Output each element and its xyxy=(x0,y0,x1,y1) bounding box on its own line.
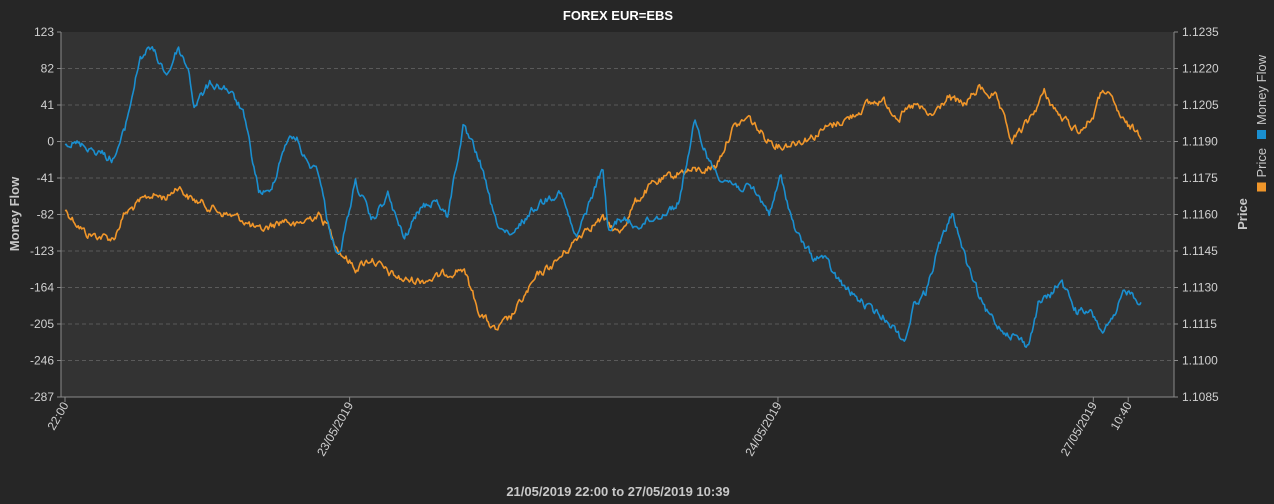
x-tick-label: 27/05/2019 xyxy=(1058,399,1100,458)
x-tick-label: 22:00 xyxy=(44,399,71,432)
y-right-axis-title: Price xyxy=(1235,198,1250,230)
legend-swatch xyxy=(1257,130,1266,139)
legend-label: Price xyxy=(1254,148,1269,178)
legend-swatch xyxy=(1257,182,1266,192)
right-tick-label: 1.1145 xyxy=(1182,244,1218,258)
x-tick-label: 24/05/2019 xyxy=(742,399,784,458)
x-tick-label: 10:40 xyxy=(1108,399,1135,432)
series-line-price xyxy=(64,83,1142,331)
legend-label: Money Flow xyxy=(1254,54,1269,125)
right-axis: 1.1235 1.1220 1.1205 1.1190 1.1175 1.1160 1.11… xyxy=(1173,25,1219,404)
left-tick-label: -123 xyxy=(30,244,54,258)
left-tick-label: -164 xyxy=(30,281,54,295)
y-left-axis-title: Money Flow xyxy=(7,176,22,251)
left-tick-label: 123 xyxy=(34,25,54,39)
left-tick-label: -287 xyxy=(30,390,54,404)
time-range-label: 21/05/2019 22:00 to 27/05/2019 10:39 xyxy=(506,484,729,499)
legend: Money Flow Price xyxy=(1254,54,1269,192)
right-tick-label: 1.1115 xyxy=(1182,317,1217,331)
legend-item: Price xyxy=(1254,148,1269,192)
left-tick-label: 41 xyxy=(41,98,55,112)
right-tick-label: 1.1160 xyxy=(1182,208,1218,222)
chart-title: FOREX EUR=EBS xyxy=(563,8,673,23)
left-tick-label: -246 xyxy=(30,354,54,368)
right-tick-label: 1.1130 xyxy=(1182,281,1218,295)
x-tick-label: 23/05/2019 xyxy=(314,399,356,458)
left-tick-label: -82 xyxy=(37,208,55,222)
left-tick-label: -41 xyxy=(37,171,55,185)
right-tick-label: 1.1220 xyxy=(1182,62,1219,76)
right-tick-label: 1.1190 xyxy=(1182,135,1218,149)
left-tick-label: -205 xyxy=(30,317,54,331)
legend-item: Money Flow xyxy=(1254,54,1269,139)
x-axis: 22:00 23/05/2019 24/05/2019 27/05/2019 10:40 xyxy=(44,396,1174,459)
left-axis: 123 82 41 0 -41 -82 -123 -164 -205 -246 -287 xyxy=(30,25,62,404)
right-tick-label: 1.1175 xyxy=(1182,171,1218,185)
left-tick-label: 0 xyxy=(47,135,54,149)
series-layer xyxy=(64,46,1142,348)
right-tick-label: 1.1235 xyxy=(1182,25,1219,39)
series-line-money-flow xyxy=(64,46,1142,348)
left-tick-label: 82 xyxy=(41,62,55,76)
right-tick-label: 1.1100 xyxy=(1182,354,1218,368)
right-tick-label: 1.1205 xyxy=(1182,98,1219,112)
right-tick-label: 1.1085 xyxy=(1182,390,1219,404)
grid-lines xyxy=(61,68,1174,361)
